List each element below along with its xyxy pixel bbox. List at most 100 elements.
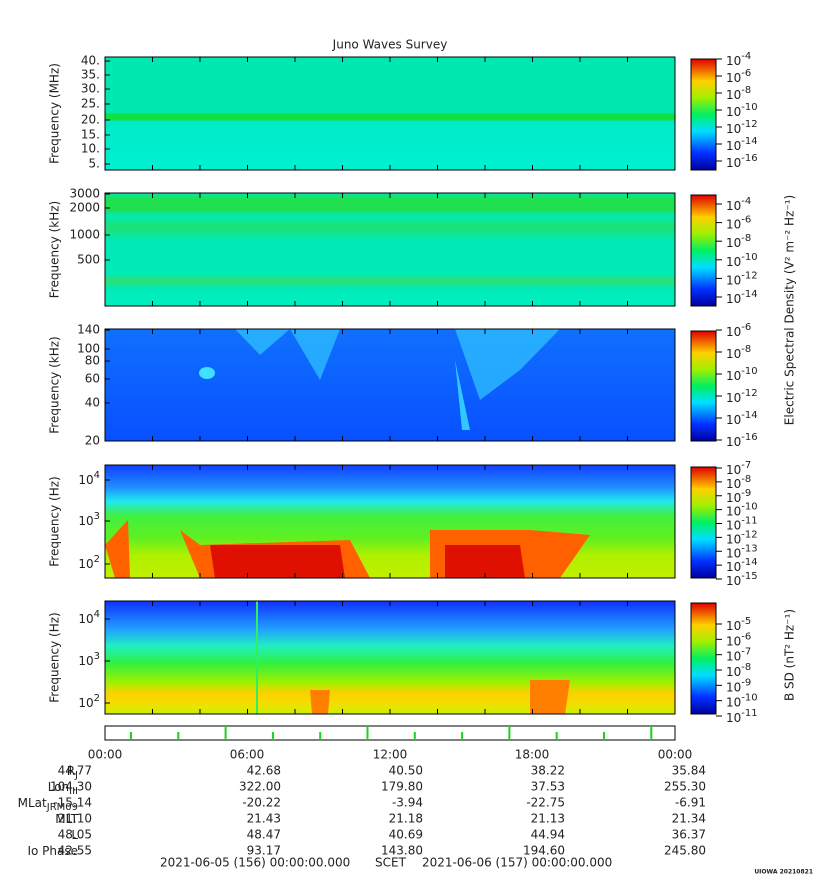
- colorbar-tick-label-exp: -12: [741, 388, 757, 399]
- ephemeris-value: 21.10: [58, 812, 92, 826]
- colorbar-tick-label-base: 10: [726, 413, 741, 427]
- colorbar-tick-label-exp: -6: [741, 68, 751, 79]
- y-tick-label: 40.: [81, 54, 100, 68]
- y-tick-label: 100: [77, 342, 100, 356]
- colorbar-tick-label: 10-10: [726, 502, 758, 519]
- y-axis-label: Frequency (kHz): [48, 336, 62, 433]
- colorbar-tick-label-exp: -11: [741, 708, 757, 719]
- y-tick-label-base: 10: [78, 473, 93, 487]
- y-tick-label: 2000: [69, 201, 100, 215]
- y-tick-label-base: 10: [78, 654, 93, 668]
- colorbar-tick-label: 10-8: [726, 474, 751, 491]
- ephemeris-label-sub: J: [74, 770, 78, 781]
- y-tick-label-base: 10: [78, 696, 93, 710]
- ephemeris-label-sub: JRM09: [46, 802, 78, 813]
- colorbar-tick-label: 10-7: [726, 647, 751, 664]
- ephemeris-value: 38.22: [531, 764, 565, 778]
- y-tick-label: 103: [78, 651, 100, 668]
- colorbar-tick-label-base: 10: [726, 490, 741, 504]
- colorbar-tick-label-exp: -10: [741, 366, 757, 377]
- ephemeris-value: 194.60: [523, 844, 565, 858]
- colorbar-tick-label: 10-4: [726, 51, 751, 68]
- ephemeris-value: 44.94: [531, 828, 565, 842]
- ephemeris-value: -3.94: [392, 796, 423, 810]
- colorbar-tick-label-exp: -12: [741, 270, 757, 281]
- colorbar-tick-label-exp: -14: [741, 410, 757, 421]
- colorbar-tick-label-base: 10: [726, 105, 741, 119]
- y-tick-label: 1000: [69, 228, 100, 242]
- colorbar-tick-label-exp: -16: [741, 153, 757, 164]
- colorbar-tick-label-exp: -5: [741, 616, 751, 627]
- colorbar-tick-label: 10-6: [726, 215, 751, 232]
- y-tick-label: 104: [78, 470, 100, 487]
- colorbar-tick-label-base: 10: [726, 463, 741, 477]
- colorbar-tick-label: 10-16: [726, 153, 758, 170]
- y-tick-label: 102: [78, 693, 100, 710]
- colorbar-tick-label-base: 10: [726, 504, 741, 518]
- y-tick-label-exp: 2: [94, 554, 100, 565]
- colorbar-tick-label-base: 10: [726, 254, 741, 268]
- colorbar-tick-label-exp: -8: [741, 344, 751, 355]
- colorbar-tick-label-base: 10: [726, 122, 741, 136]
- colorbar-tick-label: 10-8: [726, 85, 751, 102]
- colorbar-tick-label-base: 10: [726, 435, 741, 449]
- colorbar-tick-label-base: 10: [726, 369, 741, 383]
- ephemeris-label-sub: III: [69, 786, 78, 797]
- colorbar-tick-label-exp: -7: [741, 647, 751, 658]
- ephemeris-value: 255.30: [664, 780, 706, 794]
- ephemeris-label-text: MLat: [18, 796, 47, 810]
- y-tick-label: 15.: [81, 128, 100, 142]
- colorbar-tick-label: 10-10: [726, 366, 758, 383]
- colorbar-tick-label-base: 10: [726, 236, 741, 250]
- y-tick-label: 102: [78, 554, 100, 571]
- colorbar-tick-label-exp: -9: [741, 677, 751, 688]
- ephemeris-value: 36.37: [672, 828, 706, 842]
- colorbar-tick-label-base: 10: [726, 88, 741, 102]
- y-tick-label: 35.: [81, 68, 100, 82]
- time-label: 18:00: [515, 748, 550, 762]
- ephemeris-value: 44.77: [58, 764, 92, 778]
- y-axis-label: Frequency (Hz): [48, 476, 62, 567]
- colorbar-tick-label-exp: -10: [741, 252, 757, 263]
- colorbar-tick-label-base: 10: [726, 695, 741, 709]
- y-tick-label: 104: [78, 609, 100, 626]
- ephemeris-value: 245.80: [664, 844, 706, 858]
- ephemeris-value: 42.55: [58, 844, 92, 858]
- colorbar-tick-label-base: 10: [726, 518, 741, 532]
- y-axis-label: Frequency (Hz): [48, 612, 62, 703]
- ephemeris-label-text: Lon: [48, 780, 69, 794]
- colorbar-tick-label: 10-10: [726, 693, 758, 710]
- colorbar-tick-label-exp: -10: [741, 502, 757, 513]
- colorbar-tick-label-base: 10: [726, 391, 741, 405]
- colorbar-tick-label: 10-13: [726, 543, 758, 560]
- colorbar-tick-label-exp: -7: [741, 460, 751, 471]
- ephemeris-value: 93.17: [247, 844, 281, 858]
- colorbar-tick-label: 10-15: [726, 571, 758, 588]
- ephemeris-label: L: [71, 828, 78, 842]
- colorbar-tick-label-exp: -8: [741, 233, 751, 244]
- ephemeris-label: LonIII: [48, 780, 78, 798]
- colorbar-tick-label: 10-10: [726, 102, 758, 119]
- time-label: 12:00: [373, 748, 408, 762]
- scet-label: SCET: [375, 856, 407, 870]
- ephemeris-value: 322.00: [239, 780, 281, 794]
- time-label: 06:00: [230, 748, 265, 762]
- y-axis-label: Frequency (kHz): [48, 201, 62, 298]
- colorbar-tick-label: 10-9: [726, 488, 751, 505]
- colorbar: [690, 58, 717, 171]
- colorbar-tick-label-base: 10: [726, 546, 741, 560]
- colorbar-tick-label: 10-6: [726, 322, 751, 339]
- ephemeris-value: 21.13: [531, 812, 565, 826]
- colorbar-tick-label-base: 10: [726, 665, 741, 679]
- colorbar-tick-label-base: 10: [726, 680, 741, 694]
- colorbar-tick-label-exp: -6: [741, 322, 751, 333]
- colorbar-tick-label-exp: -10: [741, 102, 757, 113]
- colorbar-tick-label-exp: -14: [741, 557, 757, 568]
- colorbar-tick-label: 10-8: [726, 233, 751, 250]
- y-tick-label: 20: [85, 434, 100, 448]
- y-tick-label-base: 10: [78, 514, 93, 528]
- colorbar-tick-label: 10-6: [726, 68, 751, 85]
- colorbar-tick-label-exp: -14: [741, 136, 757, 147]
- ephemeris-value: -22.75: [526, 796, 565, 810]
